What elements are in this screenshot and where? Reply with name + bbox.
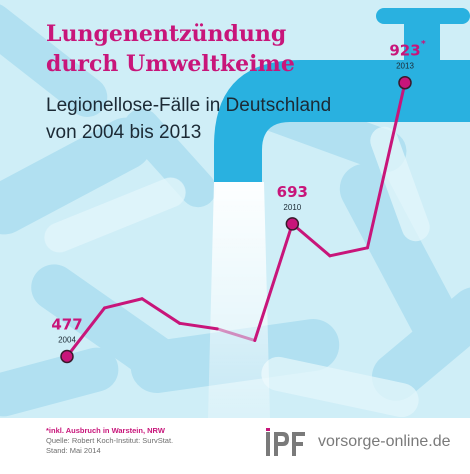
title-line-2: durch Umweltkeime [46, 51, 295, 77]
line-segment-2008-2009 [215, 327, 257, 343]
data-point-2013 [398, 75, 412, 90]
line-segment-2006-2007 [140, 297, 182, 325]
year-label-2010: 2010 [283, 203, 301, 212]
asterisk-mark: * [421, 40, 426, 50]
line-segment-2012-2013 [365, 81, 407, 250]
subtitle-line-2: von 2004 bis 2013 [46, 122, 202, 143]
line-segment-2007-2008 [178, 321, 219, 331]
subtitle-line-1: Legionellose-Fälle in Deutschland [46, 95, 332, 116]
date-text: Stand: Mai 2014 [46, 446, 101, 455]
year-label-2013: 2013 [396, 62, 414, 71]
line-segment-2010-2011 [290, 222, 332, 258]
chart-title: Lungenentzündung durch Umweltkeime [46, 19, 295, 79]
source-text: Quelle: Robert Koch-Institut: SurvStat. [46, 436, 174, 445]
footer: *inkl. Ausbruch in Warstein, NRW Quelle:… [0, 418, 470, 474]
ipf-logo-icon [266, 428, 305, 456]
data-point-2004 [60, 349, 74, 364]
title-line-1: Lungenentzündung [46, 21, 287, 47]
data-point-2010 [285, 217, 300, 231]
bacteria-pattern-light [44, 126, 430, 418]
water-faucet-icon [214, 8, 470, 182]
value-label-2004: 477 [51, 315, 82, 333]
footnote: *inkl. Ausbruch in Warstein, NRW [46, 426, 165, 435]
line-chart: 477 2004 693 2010 923 * 2013 [51, 40, 426, 364]
water-stream [208, 182, 270, 418]
line-segment-2004-2005 [65, 306, 107, 358]
line-segment-2009-2010 [253, 222, 294, 343]
background-illustration [0, 3, 470, 418]
year-label-2004: 2004 [58, 335, 76, 344]
value-label-2010: 693 [277, 183, 308, 201]
line-segment-2011-2012 [328, 246, 369, 258]
website-link[interactable]: vorsorge-online.de [318, 433, 451, 450]
line-segment-2005-2006 [103, 297, 144, 310]
value-label-2013: 923 [389, 42, 420, 60]
chart-subtitle: Legionellose-Fälle in Deutschland von 20… [46, 92, 331, 146]
